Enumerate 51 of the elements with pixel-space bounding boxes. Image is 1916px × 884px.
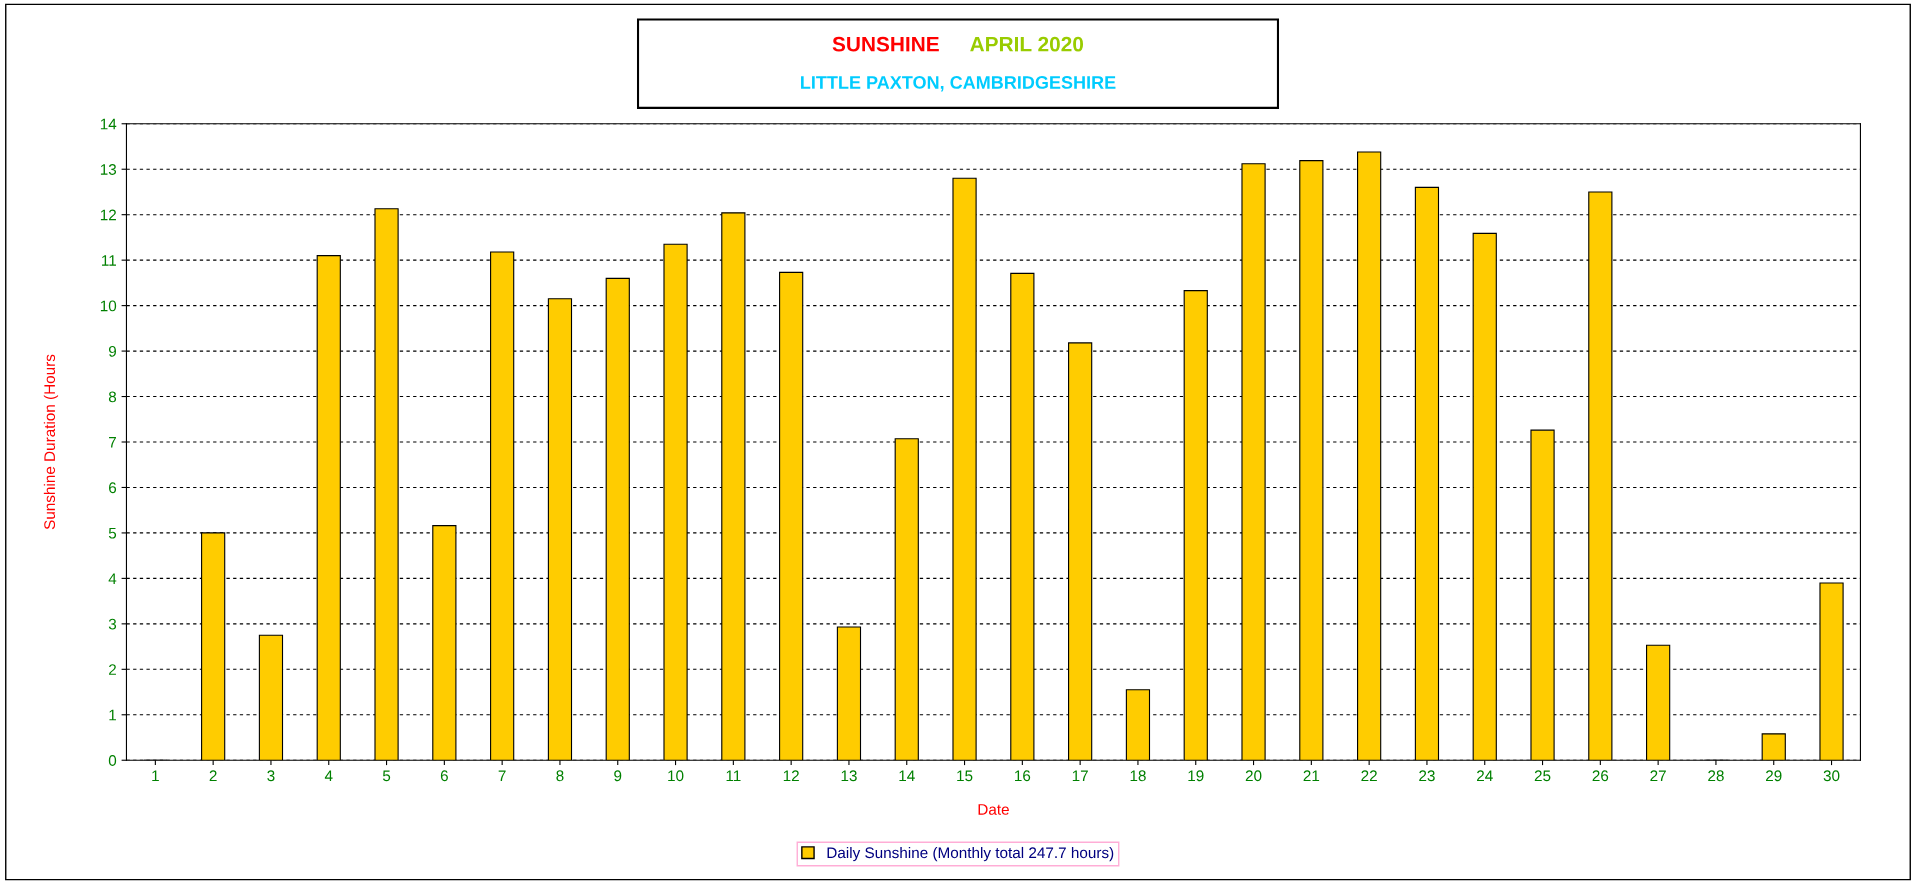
- x-tick-label: 12: [783, 770, 799, 782]
- x-tick-label: 13: [841, 770, 857, 782]
- x-tick-label: 5: [382, 770, 391, 782]
- y-tick-label: 0: [108, 755, 117, 766]
- x-tick-label: 28: [1708, 770, 1724, 782]
- y-tick-label: 9: [108, 345, 117, 357]
- y-tick-label: 6: [109, 482, 117, 494]
- x-tick-label: 21: [1303, 770, 1320, 782]
- chart-subtitle: LITTLE PAXTON, CAMBRIDGESHIRE: [801, 76, 1116, 92]
- bar: [1761, 733, 1786, 761]
- y-tick-label: 5: [108, 527, 117, 539]
- x-tick-label: 18: [1130, 770, 1146, 782]
- y-tick-label: 1: [109, 709, 116, 721]
- y-tick-label: 2: [109, 664, 116, 675]
- x-tick-label: 27: [1650, 770, 1666, 782]
- y-tick-label: 3: [108, 618, 117, 630]
- x-tick-label: 22: [1361, 770, 1377, 782]
- y-tick-label: 14: [100, 118, 117, 130]
- chart-title: SUNSHINE APRIL 2020: [832, 36, 1084, 52]
- x-tick-label: 20: [1245, 770, 1262, 782]
- x-tick-label: 8: [556, 770, 564, 782]
- x-tick-label: 10: [668, 770, 684, 782]
- x-axis-title: Date: [978, 804, 1009, 815]
- y-tick-label: 13: [100, 164, 117, 175]
- x-tick-label: 23: [1419, 770, 1435, 782]
- x-tick-label: 19: [1188, 770, 1204, 782]
- x-tick-label: 17: [1072, 770, 1088, 782]
- x-tick-label: 1: [152, 770, 159, 782]
- y-tick-label: 4: [108, 573, 117, 584]
- y-tick-label: 7: [109, 437, 116, 448]
- x-tick-label: 16: [1015, 770, 1031, 782]
- legend-label: Daily Sunshine (Monthly total 247.7 hours): [827, 846, 1114, 862]
- y-tick-label: 10: [100, 300, 117, 312]
- x-tick-label: 25: [1534, 770, 1551, 782]
- x-tick-label: 30: [1823, 770, 1840, 782]
- x-tick-label: 4: [324, 770, 333, 782]
- x-tick-label: 9: [614, 770, 622, 782]
- y-tick-label: 8: [108, 391, 117, 403]
- x-tick-label: 7: [498, 770, 506, 782]
- x-tick-label: 3: [267, 770, 275, 782]
- x-tick-label: 14: [899, 770, 915, 782]
- x-tick-label: 29: [1766, 770, 1782, 782]
- x-tick-label: 15: [957, 770, 973, 782]
- x-tick-label: 24: [1477, 770, 1493, 782]
- y-tick-label: 11: [102, 255, 116, 266]
- x-tick-label: 11: [726, 770, 741, 782]
- x-tick-label: 6: [440, 770, 448, 782]
- y-tick-label: 12: [100, 209, 116, 221]
- y-axis-title: Sunshine Duration (Hours: [43, 354, 59, 530]
- x-tick-label: 26: [1592, 770, 1609, 782]
- x-tick-label: 2: [209, 770, 217, 782]
